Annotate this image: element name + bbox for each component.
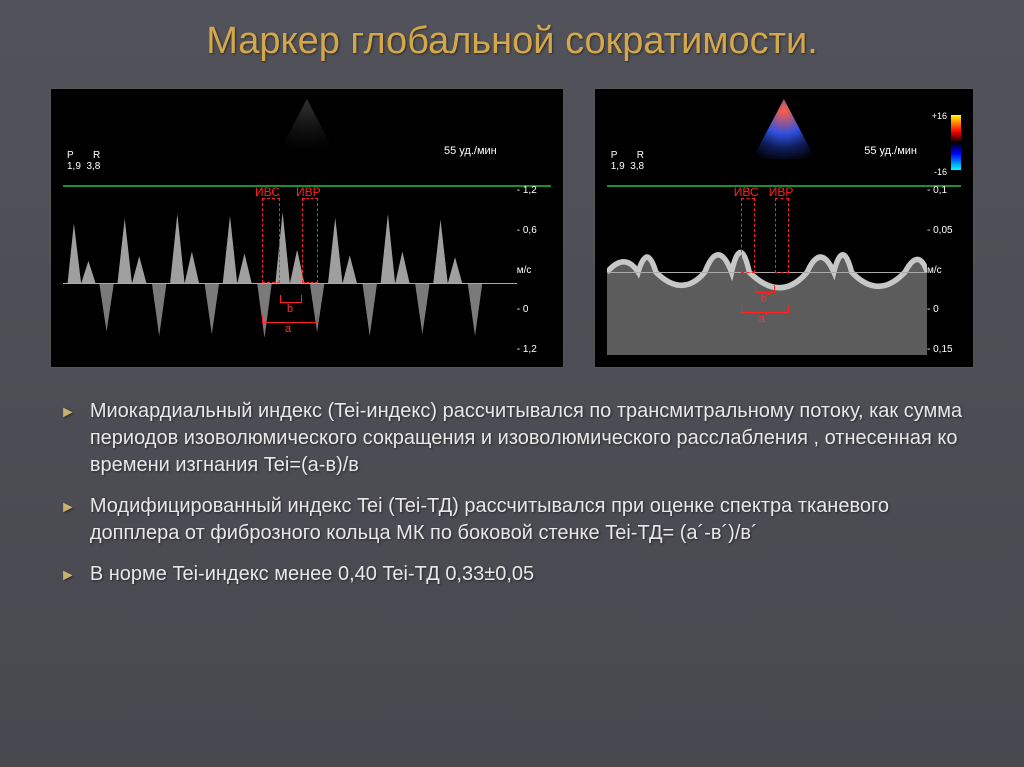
bracket-b [755,285,775,293]
scale-top: - 0,1 [927,185,961,196]
ivs-box [262,198,280,283]
scale-mid: - 0,05 [927,225,961,236]
bullet-marker-icon: ► [60,402,76,424]
bullet-item: ► Модифицированный индекс Tei (Tei-ТД) р… [60,493,964,547]
bullet-item: ► В норме Tei-индекс менее 0,40 Tei-ТД 0… [60,561,964,588]
ivs-label: ИВС [734,185,759,199]
bracket-a [741,305,789,313]
slide-title: Маркер глобальной сократимости. [40,20,984,63]
ivs-label: ИВС [255,185,280,199]
bullet-marker-icon: ► [60,565,76,587]
bullet-text: Модифицированный индекс Tei (Tei-ТД) рас… [90,493,964,547]
heart-rate-label: 55 уд./мин [444,145,497,157]
scale-bot: - 1,2 [517,344,551,355]
scale-bot: - 0,15 [927,344,961,355]
doppler-waveform-icon [607,195,927,355]
sector-scan-icon [262,99,352,159]
label-b: b [287,303,293,315]
scale-zero: - 0 [517,304,551,315]
bullet-item: ► Миокардиальный индекс (Tei-индекс) рас… [60,398,964,479]
echo-image-left: 55 уд./мин P R 1,9 3,8 [50,88,564,368]
ivr-box [775,198,789,273]
bullet-marker-icon: ► [60,497,76,519]
ivr-label: ИВР [769,185,794,199]
ivr-label: ИВР [296,185,321,199]
heart-rate-label: 55 уд./мин [864,145,917,157]
ivs-box [741,198,755,273]
echo-image-right: +16 -16 55 уд./мин P R 1,9 3,8 [594,88,974,368]
bullet-text: Миокардиальный индекс (Tei-индекс) рассч… [90,398,964,479]
scale-zero: - 0 [927,304,961,315]
velocity-scale: - 0,1 - 0,05 м/с - 0 - 0,15 [927,185,961,355]
bracket-b [280,295,302,303]
velocity-scale: - 1,2 - 0,6 м/с - 0 - 1,2 [517,185,551,355]
colorbar-top: +16 [932,111,947,121]
scale-top: - 1,2 [517,185,551,196]
bullet-list: ► Миокардиальный индекс (Tei-индекс) рас… [40,398,984,588]
pg-label: P R 1,9 3,8 [611,150,644,172]
pg-label: P R 1,9 3,8 [67,150,100,172]
scale-unit: м/с [517,265,551,276]
label-b: b´ [761,293,771,305]
bullet-text: В норме Tei-индекс менее 0,40 Tei-ТД 0,3… [90,561,534,588]
sector-scan-color-icon [739,99,829,159]
slide: Маркер глобальной сократимости. 55 уд./м… [0,0,1024,767]
tissue-doppler-spectrum [607,195,927,355]
scale-mid: - 0,6 [517,225,551,236]
label-a: а´ [759,313,769,325]
color-bar-icon [951,115,961,170]
scale-unit: м/с [927,265,961,276]
ivr-box [302,198,318,283]
bracket-a [262,315,318,323]
images-row: 55 уд./мин P R 1,9 3,8 [40,88,984,368]
colorbar-bot: -16 [934,167,947,177]
label-a: a [285,323,291,335]
